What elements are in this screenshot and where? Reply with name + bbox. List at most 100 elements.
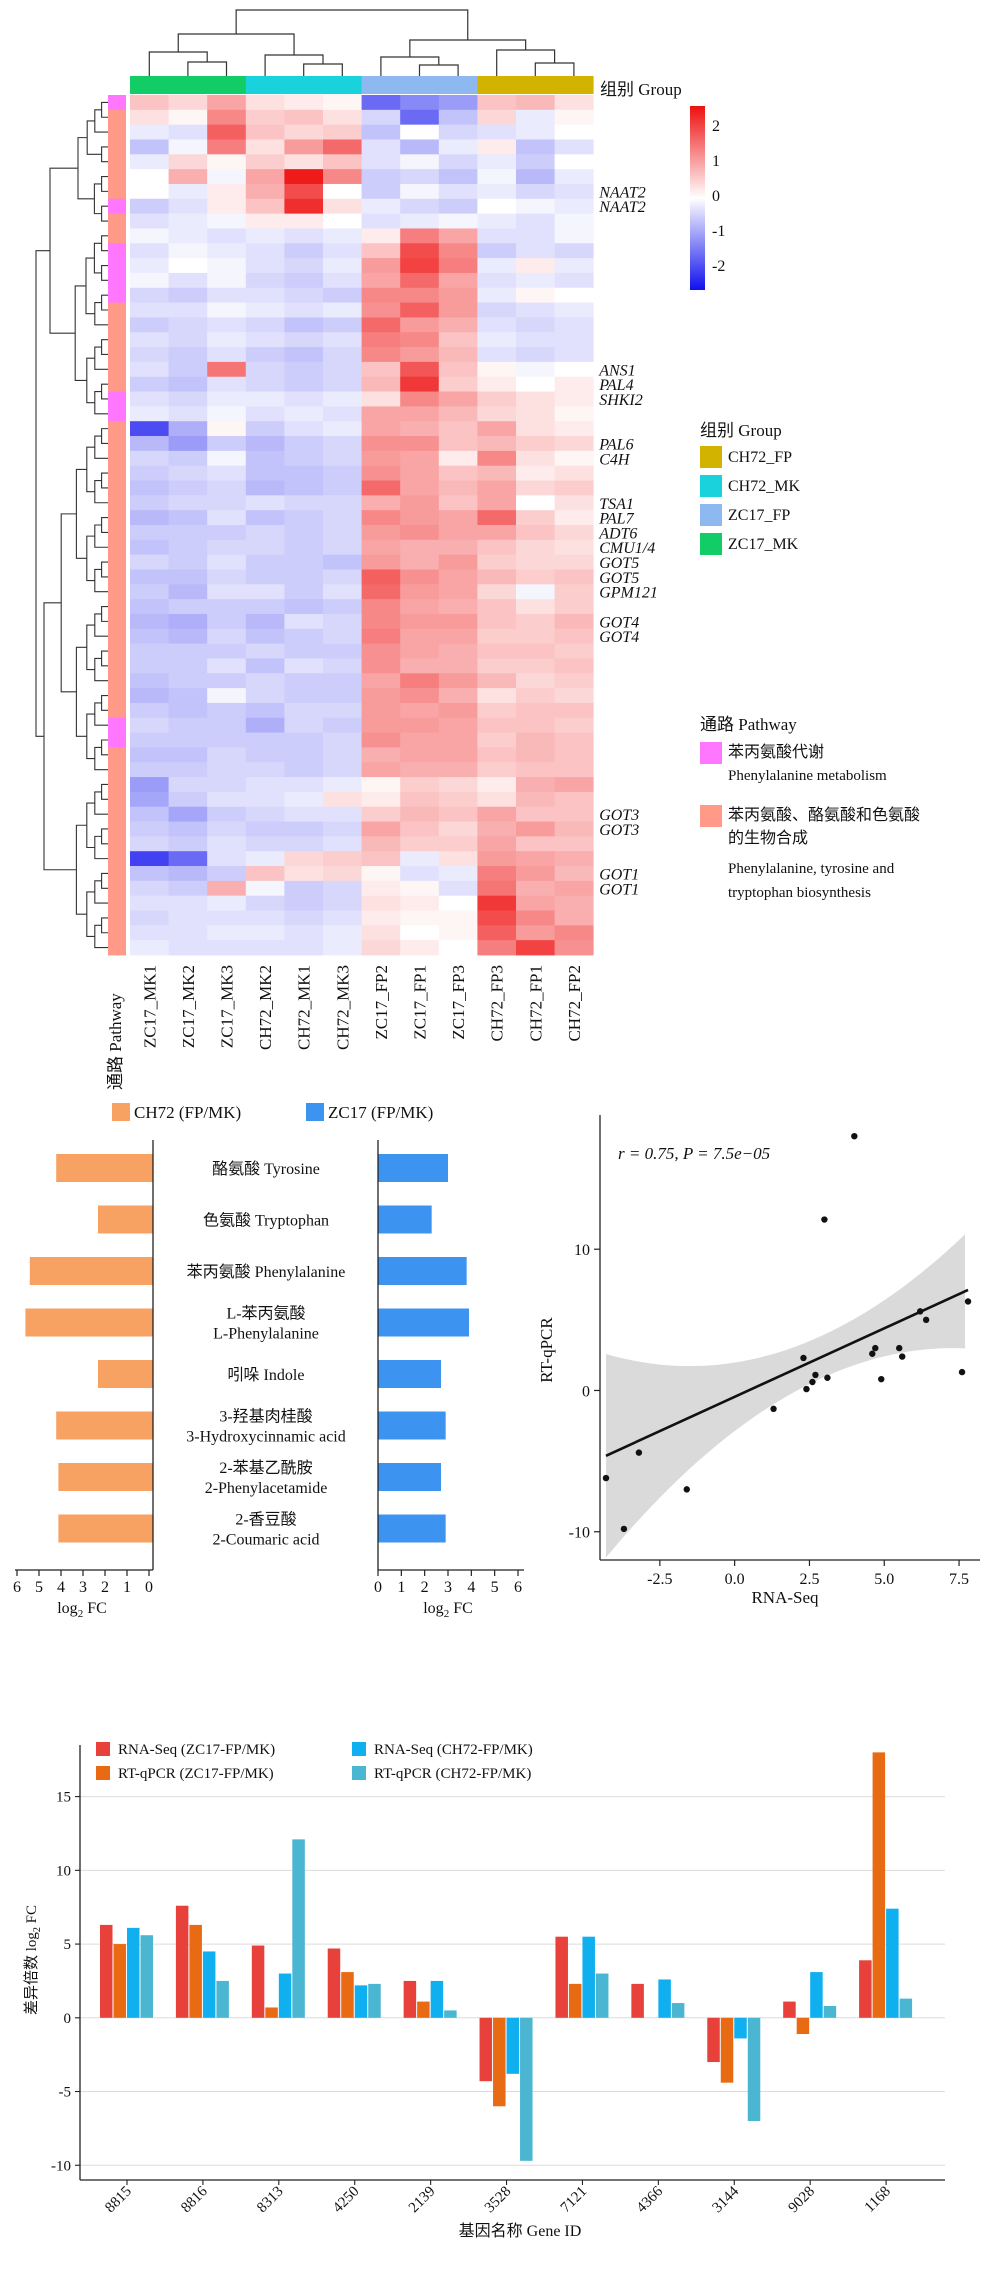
- heatmap-cell: [168, 599, 208, 615]
- validation-bar: [100, 1924, 113, 2018]
- group-cell: [245, 76, 285, 94]
- heatmap-cell: [516, 821, 555, 837]
- dendrogram-branch: [86, 802, 95, 849]
- heatmap-cell: [438, 376, 478, 392]
- heatmap-cell: [168, 791, 208, 808]
- heatmap-cell: [245, 95, 285, 111]
- dendrogram-branch: [101, 783, 108, 800]
- heatmap-cell: [400, 925, 440, 941]
- heatmap-cell: [284, 747, 324, 763]
- heatmap-cell: [477, 510, 517, 526]
- gene-id-label: 3144: [710, 2183, 743, 2216]
- group-cell: [207, 76, 247, 94]
- heatmap-cell: [516, 154, 555, 170]
- gene-label: GOT4: [599, 614, 639, 631]
- heatmap-cell: [438, 287, 478, 303]
- heatmap-cell: [284, 895, 324, 911]
- heatmap-cell: [168, 287, 208, 303]
- heatmap-cell: [554, 258, 594, 274]
- heatmap-cell: [245, 866, 285, 882]
- heatmap-cell: [207, 702, 247, 719]
- heatmap-cell: [400, 302, 440, 318]
- pathway-aro-en1: Phenylalanine, tyrosine and: [728, 861, 895, 877]
- heatmap-cell: [554, 762, 594, 778]
- dendrogram-branch: [101, 383, 108, 400]
- heatmap-cell: [245, 777, 285, 793]
- heatmap-cell: [361, 806, 401, 822]
- heatmap-cell: [245, 421, 285, 437]
- pathway-cell: [108, 554, 126, 570]
- gene-id-label: 9028: [785, 2184, 818, 2217]
- heatmap-cell: [554, 332, 594, 348]
- pathway-cell: [108, 925, 126, 941]
- dendrogram-branch: [86, 891, 95, 938]
- dendrogram-branch: [101, 176, 108, 192]
- heatmap-cell: [477, 465, 517, 481]
- pathway-cell: [108, 302, 126, 318]
- data-point: [899, 1353, 906, 1360]
- heatmap-cell: [438, 569, 478, 585]
- heatmap-cell: [554, 406, 594, 422]
- pathway-cell: [108, 183, 126, 200]
- category-labels: 酪氨酸 Tyrosine 色氨酸 Tryptophan 苯丙氨酸 Phenylala…: [186, 1160, 346, 1549]
- heatmap-cell: [477, 613, 517, 630]
- heatmap-cell: [554, 465, 594, 481]
- dendrogram-branch: [101, 694, 108, 711]
- heatmap-cell: [400, 154, 440, 170]
- heatmap-cell: [245, 880, 285, 897]
- heatmap-cell: [438, 317, 478, 333]
- pathway-cell: [108, 777, 126, 793]
- validation-bar: [479, 2017, 493, 2082]
- category-label-en: 3-Hydroxycinnamic acid: [186, 1429, 346, 1446]
- heatmap-cell: [323, 940, 362, 956]
- heatmap-cell: [168, 925, 208, 941]
- dendrogram-branch: [380, 56, 440, 76]
- heatmap-cell: [361, 717, 401, 733]
- tick-label: 0: [582, 1383, 590, 1400]
- sample-label: CH72_FP1: [526, 965, 545, 1042]
- heatmap-cell: [400, 495, 440, 511]
- heatmap-cell: [477, 228, 517, 244]
- heatmap-cell: [245, 584, 285, 600]
- pathway-cell: [108, 450, 126, 467]
- heatmap-cell: [516, 895, 555, 911]
- heatmap-cell: [554, 880, 594, 897]
- sample-label: CH72_FP3: [488, 965, 507, 1042]
- heatmap-cell: [284, 851, 324, 867]
- heatmap-cell: [168, 702, 208, 719]
- dendrogram-branch: [49, 167, 78, 334]
- heatmap-cell: [438, 243, 478, 259]
- heatmap-cell: [130, 376, 169, 392]
- heatmap-cell: [554, 510, 594, 526]
- heatmap-cell: [438, 688, 478, 704]
- dendrogram-branch: [101, 101, 108, 118]
- validation-bar: [403, 1980, 417, 2018]
- heatmap-cell: [207, 539, 247, 556]
- heatmap-cell: [168, 821, 208, 837]
- category-label-zh: L-苯丙氨酸: [226, 1305, 305, 1323]
- heatmap-cell: [207, 510, 247, 526]
- sample-label: CH72_MK3: [333, 965, 352, 1050]
- heatmap-cell: [323, 332, 362, 348]
- heatmap-cell: [130, 154, 169, 170]
- tick-label: 0: [64, 2011, 72, 2027]
- heatmap-cell: [554, 361, 594, 378]
- heatmap-cell: [130, 95, 169, 111]
- heatmap-cell: [323, 258, 362, 274]
- heatmap-cell: [438, 836, 478, 852]
- pathway-cell: [108, 910, 126, 926]
- heatmap-cell: [361, 910, 401, 926]
- validation-bar: [327, 1948, 341, 2018]
- validation-bar: [127, 1927, 140, 2018]
- heatmap-cell: [516, 302, 555, 318]
- heatmap-cell: [361, 465, 401, 481]
- heatmap-cell: [284, 272, 324, 289]
- heatmap-cell: [361, 243, 401, 259]
- group-legend-swatch: [700, 475, 722, 497]
- heatmap-cell: [477, 851, 517, 867]
- pathway-cell: [108, 465, 126, 481]
- heatmap-cell: [477, 332, 517, 348]
- heatmap-cell: [400, 643, 440, 659]
- heatmap-cell: [516, 287, 555, 303]
- dendrogram-branch: [86, 535, 95, 582]
